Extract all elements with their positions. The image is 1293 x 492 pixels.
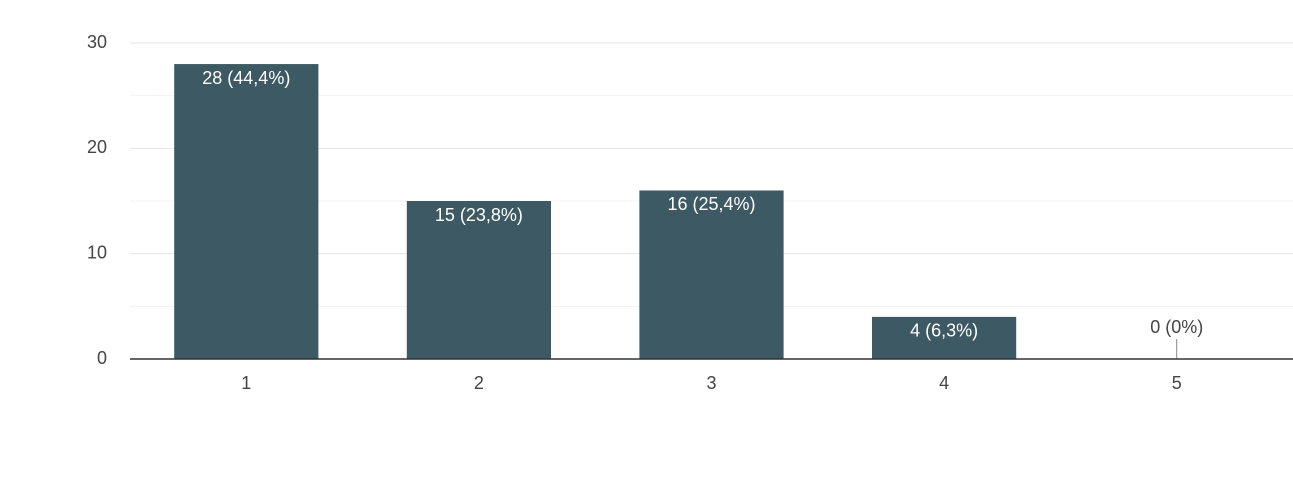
value-label: 15 (23,8%) [435,205,523,225]
bar [174,64,319,360]
bar [639,190,784,359]
x-tick-label: 4 [939,373,949,393]
x-tick-label: 2 [474,373,484,393]
x-tick-label: 5 [1172,373,1182,393]
y-tick-label: 0 [97,348,107,368]
bar [406,201,552,359]
y-tick-label: 20 [87,137,107,157]
value-label: 4 (6,3%) [910,321,978,341]
x-tick-label: 1 [241,373,251,393]
value-label: 0 (0%) [1150,317,1203,337]
y-tick-label: 10 [87,242,107,262]
y-tick-label: 30 [87,32,107,52]
bar [871,316,1017,359]
value-label: 16 (25,4%) [667,194,755,214]
value-label: 28 (44,4%) [202,68,290,88]
x-tick-label: 3 [706,373,716,393]
